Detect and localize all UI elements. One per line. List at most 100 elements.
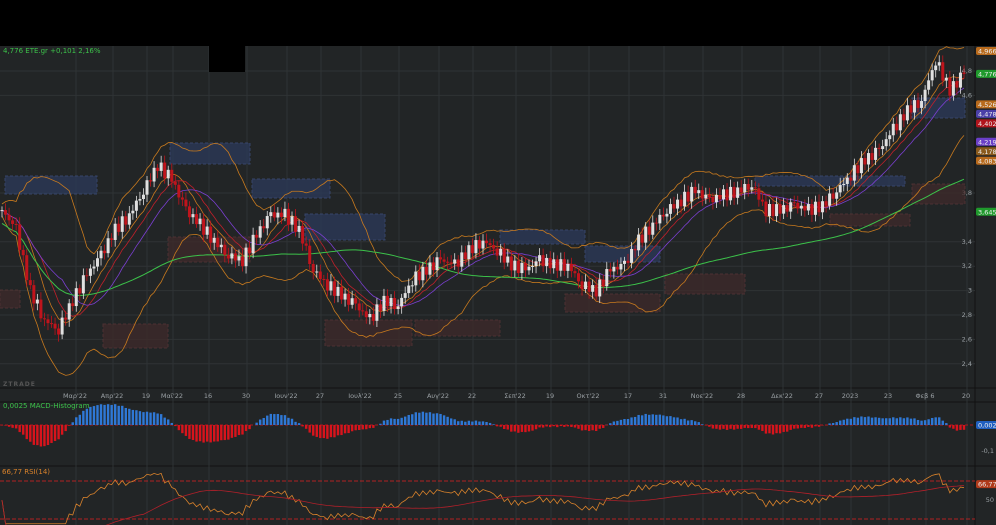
macd-bar [439,413,442,425]
macd-bar [920,420,923,425]
price-chart[interactable]: Μαρ'22 Απρ'22 19 Μαϊ'22 16 30 Ιουν'22 27 Ιουλ'22… [0,46,996,525]
candle [0,206,4,218]
candle [877,143,881,157]
macd-bar [732,425,736,430]
candle [485,233,489,249]
candle-body [633,248,637,251]
macd-bar [25,425,28,440]
candle-body [449,262,453,264]
macd-bar [396,418,400,425]
macd-bar [478,421,481,425]
macd-bar [241,425,244,435]
candle-body [195,214,199,225]
candle [173,174,177,190]
macd-bar [191,425,195,441]
macd-bar [202,425,205,443]
macd-bar [602,425,605,428]
candle [743,178,747,200]
candle-body [134,200,138,211]
macd-bar [591,425,594,431]
macd-bar [835,422,838,425]
candle-body [771,204,775,217]
candle [902,108,906,128]
candle [371,306,375,326]
macd-bar [301,425,304,427]
candle-body [141,194,145,200]
macd-bar [686,420,690,425]
candle [343,288,347,307]
candle-body [902,114,906,121]
macd-bar [50,425,53,443]
macd-bar [149,412,152,425]
chart-area[interactable]: Μαρ'22 Απρ'22 19 Μαϊ'22 16 30 Ιουν'22 27 Ιουλ'22… [0,46,996,525]
macd-bar [927,419,930,425]
candle [453,253,457,270]
candle-body [852,165,856,181]
candle [760,192,764,206]
candle-body [531,265,535,267]
macd-bar [290,418,294,425]
macd-bar [92,406,96,425]
macd-bar [644,413,647,425]
macd-bar [64,425,67,432]
macd-bar [545,425,548,427]
candle [591,279,595,299]
candle [838,177,842,197]
candle [598,273,602,304]
macd-bar [909,418,913,425]
candle-body [757,188,761,200]
macd-bar [326,425,329,439]
candle [722,184,725,207]
candle [732,182,736,205]
candle-body [368,313,372,318]
candle [311,260,315,280]
macd-bar [846,418,849,425]
macd-bar [216,425,219,442]
candle-body [941,62,945,81]
macd-bar [449,418,453,425]
candle-body [170,169,174,182]
macd-bar [782,425,785,432]
x-tick-label: 31 [659,392,667,400]
macd-bar [188,425,191,439]
candle [817,194,821,217]
macd-bar [665,416,669,425]
macd-bar [796,425,799,429]
price-tag [976,69,996,78]
candle-body [569,263,573,272]
candle [538,248,542,267]
macd-bar [145,411,149,425]
candle [835,187,839,206]
macd-bar [43,425,46,447]
macd-bar [492,424,495,425]
candle [382,288,386,316]
macd-bar [814,425,817,427]
candle [587,276,591,299]
candle-body [286,208,290,225]
candle-body [364,311,368,318]
candle [937,55,941,71]
candle [569,257,573,278]
macd-bar [195,425,198,442]
macd-bar [541,425,545,428]
candle-body [297,225,301,232]
macd-bar [923,420,927,425]
candle [230,246,234,265]
macd-bar [435,413,439,425]
macd-bar [548,425,552,428]
candle [958,66,962,94]
candle [729,179,733,205]
candle [110,233,114,247]
y-tick-label: 2,4 [962,360,972,368]
candle-body [912,100,916,113]
candle [697,183,701,200]
candle-body [838,185,842,193]
macd-bar [177,425,181,431]
macd-bar [361,425,364,430]
candle [509,251,513,278]
price-tag [976,207,996,216]
macd-bar [22,425,25,435]
candle-body [767,204,771,217]
candle-body [485,240,489,244]
macd-bar [633,416,637,425]
